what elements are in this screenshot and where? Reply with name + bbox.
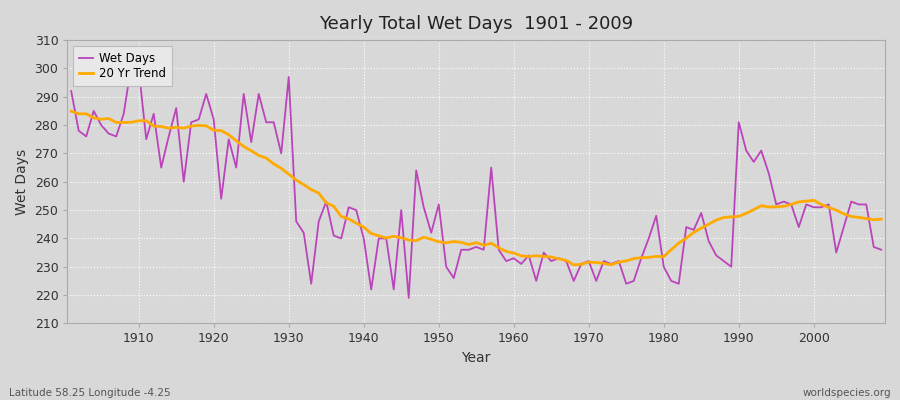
20 Yr Trend — [876, 217, 886, 222]
Wet Days — [613, 259, 624, 264]
Wet Days — [298, 230, 309, 235]
Text: Latitude 58.25 Longitude -4.25: Latitude 58.25 Longitude -4.25 — [9, 388, 171, 398]
Wet Days — [126, 63, 137, 68]
20 Yr Trend — [606, 262, 616, 267]
Wet Days — [876, 247, 886, 252]
20 Yr Trend — [66, 109, 77, 114]
Title: Yearly Total Wet Days  1901 - 2009: Yearly Total Wet Days 1901 - 2009 — [320, 15, 634, 33]
Text: worldspecies.org: worldspecies.org — [803, 388, 891, 398]
Line: 20 Yr Trend: 20 Yr Trend — [71, 111, 881, 265]
20 Yr Trend — [508, 251, 519, 256]
Wet Days — [66, 89, 77, 94]
Legend: Wet Days, 20 Yr Trend: Wet Days, 20 Yr Trend — [74, 46, 172, 86]
20 Yr Trend — [126, 120, 137, 125]
Line: Wet Days: Wet Days — [71, 66, 881, 298]
X-axis label: Year: Year — [462, 351, 490, 365]
Wet Days — [516, 262, 526, 266]
Wet Days — [403, 296, 414, 300]
Wet Days — [343, 205, 354, 210]
20 Yr Trend — [568, 262, 579, 267]
20 Yr Trend — [336, 214, 346, 219]
20 Yr Trend — [500, 249, 511, 254]
20 Yr Trend — [291, 178, 302, 182]
Wet Days — [523, 253, 534, 258]
Wet Days — [133, 66, 144, 71]
Y-axis label: Wet Days: Wet Days — [15, 149, 29, 215]
